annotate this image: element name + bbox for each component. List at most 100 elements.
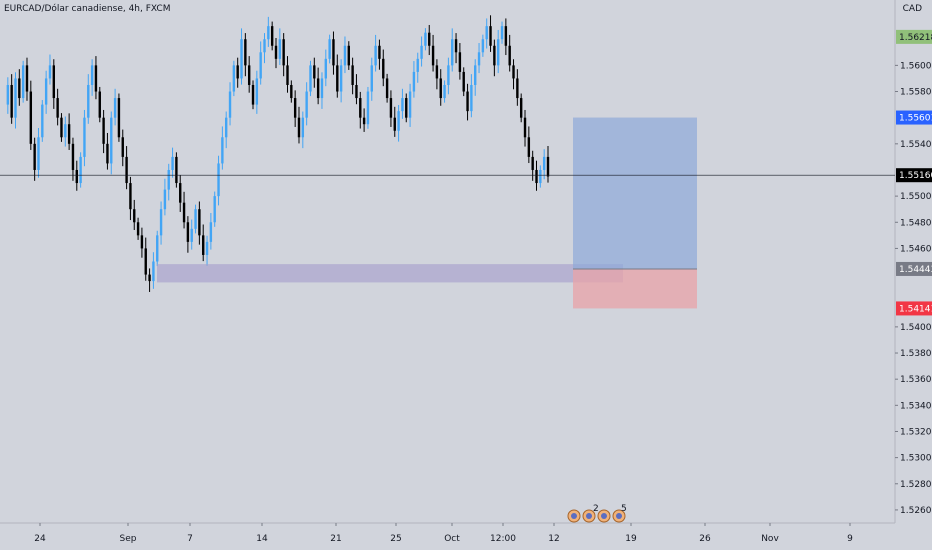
candle-body — [56, 98, 59, 118]
candle-body — [198, 209, 201, 236]
candle-body — [431, 45, 435, 66]
candle-body — [339, 65, 343, 92]
price-label-box — [896, 261, 932, 276]
candle-body — [447, 65, 450, 85]
candle-body — [408, 91, 412, 118]
candle-body — [159, 209, 163, 236]
candle-body — [171, 156, 174, 170]
y-tick-label: 1.53400 — [900, 401, 932, 411]
candle-body — [194, 209, 197, 229]
candle-body — [301, 117, 305, 138]
candle-body — [152, 261, 155, 282]
candle-body — [33, 143, 36, 170]
candle-body — [148, 274, 151, 282]
candle-body — [217, 163, 220, 197]
candle-body — [393, 117, 396, 131]
candle-body — [496, 39, 500, 66]
x-tick-label: 24 — [34, 534, 46, 544]
event-icon-inner — [586, 513, 592, 519]
symbol-label[interactable]: EURCAD/Dólar canadiense, 4h, FXCM — [4, 4, 171, 14]
y-tick-label: 1.53800 — [900, 349, 932, 359]
candle-body — [232, 65, 236, 92]
target-box — [573, 117, 697, 269]
stop-box — [573, 268, 697, 309]
x-tick-label: Oct — [444, 534, 460, 544]
candle-body — [64, 124, 67, 138]
candle-body — [324, 58, 328, 79]
y-tick-label: 1.52800 — [900, 480, 932, 490]
price-label-box — [896, 168, 932, 183]
candle-body — [140, 235, 144, 249]
price-label-black: 1.55160 — [899, 171, 932, 181]
candle-body — [60, 117, 63, 138]
candle-body — [305, 91, 308, 118]
candle-body — [83, 117, 86, 157]
candle-body — [228, 91, 232, 118]
x-tick-label: 19 — [625, 534, 637, 544]
plot-area — [0, 0, 895, 523]
candle-body — [255, 78, 259, 105]
candle-body — [282, 39, 285, 66]
candle-body — [129, 183, 132, 210]
x-tick-label: 9 — [847, 534, 853, 544]
candle-body — [519, 98, 523, 118]
demand-zone — [157, 264, 623, 283]
candle-body — [213, 196, 216, 223]
x-tick-label: 21 — [330, 534, 341, 544]
candle-body — [75, 169, 78, 184]
candle-body — [41, 104, 44, 138]
x-tick-label: 12:00 — [490, 534, 516, 544]
candle-body — [531, 156, 534, 170]
candle-body — [523, 117, 527, 138]
price-label-box — [896, 110, 932, 125]
candle-body — [186, 222, 190, 242]
candle-body — [485, 26, 488, 40]
candle-body — [259, 52, 262, 79]
candle-body — [489, 26, 492, 46]
candle-body — [67, 124, 71, 144]
candle-body — [516, 78, 519, 99]
candle-body — [190, 228, 193, 242]
candle-body — [542, 156, 546, 170]
y-tick-label: 1.55400 — [900, 140, 932, 150]
candle-body — [205, 241, 209, 255]
candle-body — [493, 45, 496, 66]
candle-body — [224, 117, 228, 138]
candle-body — [202, 235, 205, 255]
candle-body — [244, 39, 247, 66]
candle-body — [466, 91, 469, 112]
candle-body — [48, 65, 52, 79]
y-tick-label: 1.53600 — [900, 375, 932, 385]
candle-body — [389, 98, 393, 118]
candle-body — [278, 39, 282, 59]
candle-body — [136, 222, 140, 236]
candle-body — [175, 156, 178, 184]
candle-body — [401, 98, 404, 112]
candle-body — [546, 156, 550, 177]
candle-body — [332, 39, 335, 66]
candle-body — [182, 202, 186, 223]
y-tick-label: 1.54000 — [900, 323, 932, 333]
candle-body — [274, 45, 278, 59]
y-tick-label: 1.55000 — [900, 192, 932, 202]
x-tick-label: 25 — [390, 534, 401, 544]
candle-body — [106, 143, 109, 164]
candle-body — [320, 78, 324, 99]
candle-body — [309, 65, 312, 92]
candle-body — [286, 65, 289, 85]
candle-body — [412, 71, 416, 92]
candle-body — [336, 65, 339, 92]
candle-body — [102, 117, 105, 144]
candle-body — [44, 78, 48, 105]
candle-body — [90, 65, 94, 85]
candle-body — [267, 26, 270, 40]
candle-body — [470, 84, 473, 112]
candle-body — [481, 39, 485, 53]
event-badge-count: 5 — [621, 504, 627, 514]
event-icon-inner — [616, 513, 622, 519]
candle-body — [240, 39, 243, 79]
candle-body — [10, 84, 13, 118]
price-label-box — [896, 29, 932, 44]
